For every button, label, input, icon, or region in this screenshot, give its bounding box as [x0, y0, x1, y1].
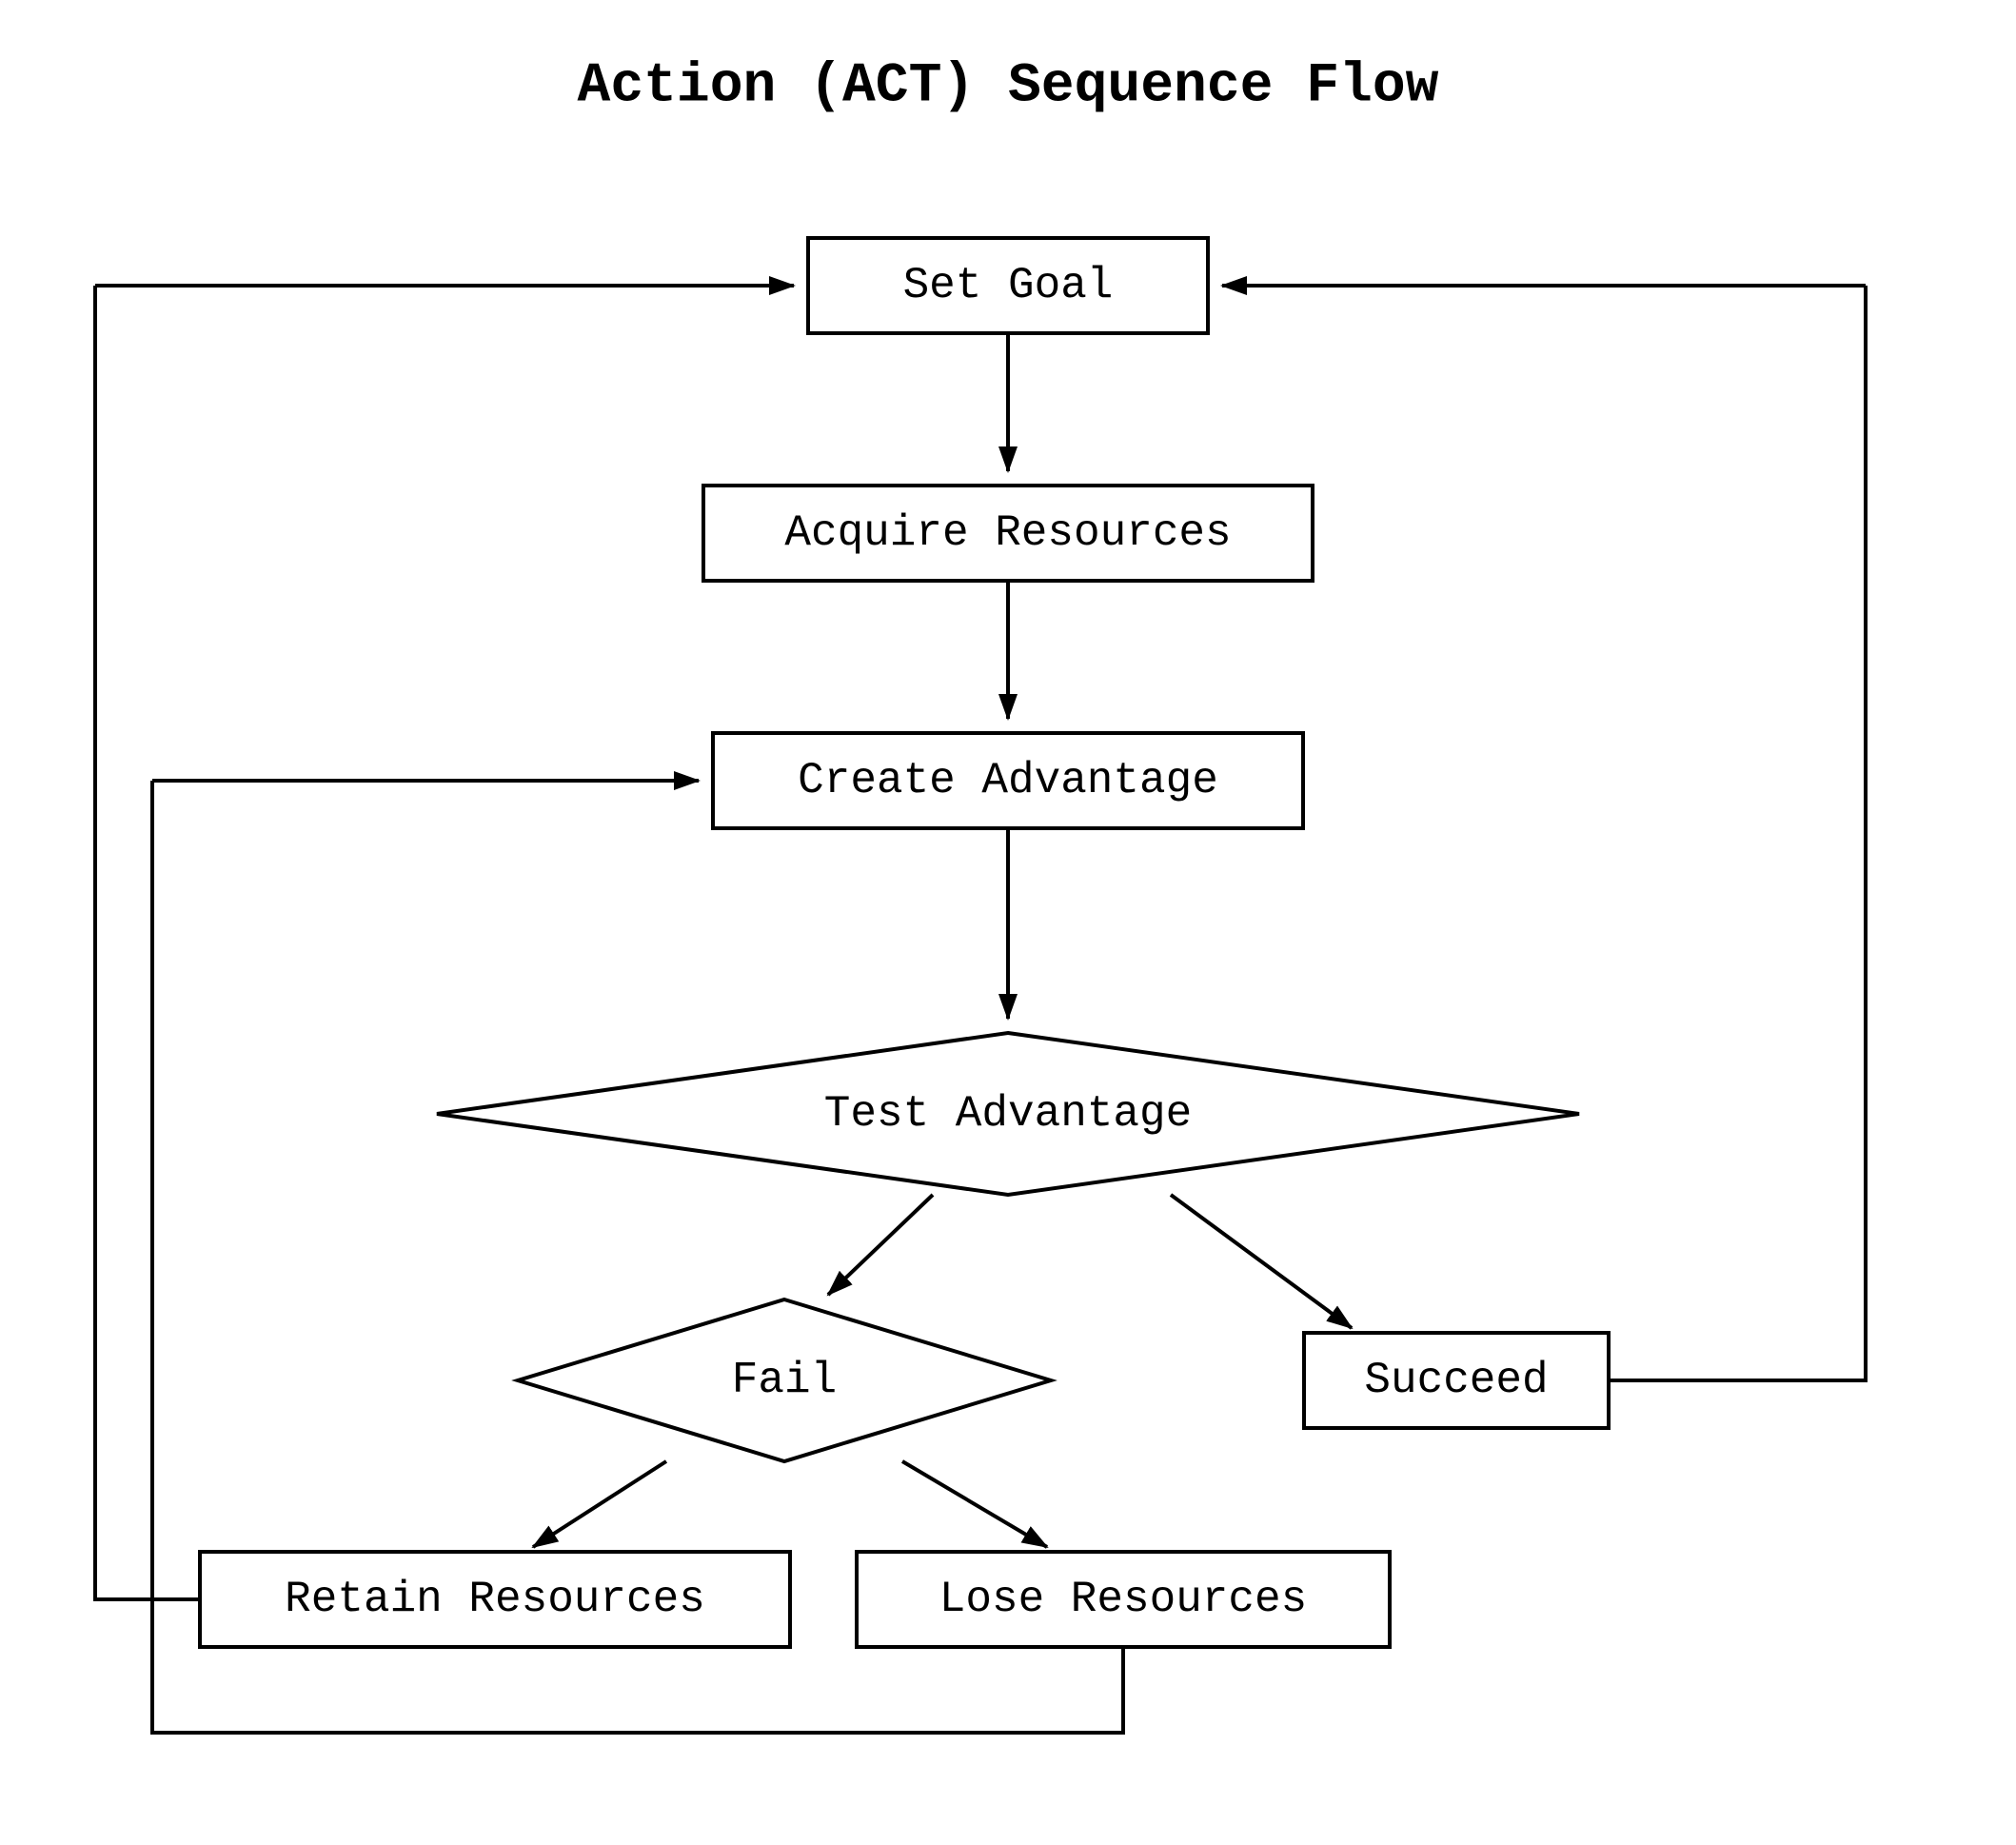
node-succeed: Succeed [1304, 1333, 1609, 1428]
node-test_adv: Test Advantage [437, 1033, 1579, 1195]
node-label-create_adv: Create Advantage [798, 756, 1218, 805]
node-label-retain: Retain Resources [285, 1575, 705, 1624]
node-acquire: Acquire Resources [703, 486, 1313, 581]
node-lose: Lose Resources [857, 1552, 1390, 1647]
edge-arrow-3 [828, 1195, 933, 1295]
diagram-title: Action (ACT) Sequence Flow [578, 55, 1439, 117]
edge-feedback-7 [95, 286, 200, 1599]
node-label-acquire: Acquire Resources [784, 508, 1231, 558]
edge-arrow-4 [1171, 1195, 1352, 1328]
flowchart-canvas: Action (ACT) Sequence Flow Set Goal Acquir… [0, 0, 2016, 1845]
edge-feedback-9 [1609, 286, 1866, 1380]
node-fail: Fail [518, 1299, 1051, 1461]
node-create_adv: Create Advantage [713, 733, 1303, 828]
node-label-test_adv: Test Advantage [824, 1089, 1192, 1139]
node-label-succeed: Succeed [1364, 1356, 1548, 1405]
node-retain: Retain Resources [200, 1552, 790, 1647]
node-label-set_goal: Set Goal [903, 261, 1114, 310]
edge-arrow-5 [533, 1461, 666, 1547]
node-label-fail: Fail [732, 1356, 837, 1405]
node-set_goal: Set Goal [808, 238, 1208, 333]
edge-arrow-6 [902, 1461, 1047, 1547]
node-label-lose: Lose Resources [939, 1575, 1307, 1624]
